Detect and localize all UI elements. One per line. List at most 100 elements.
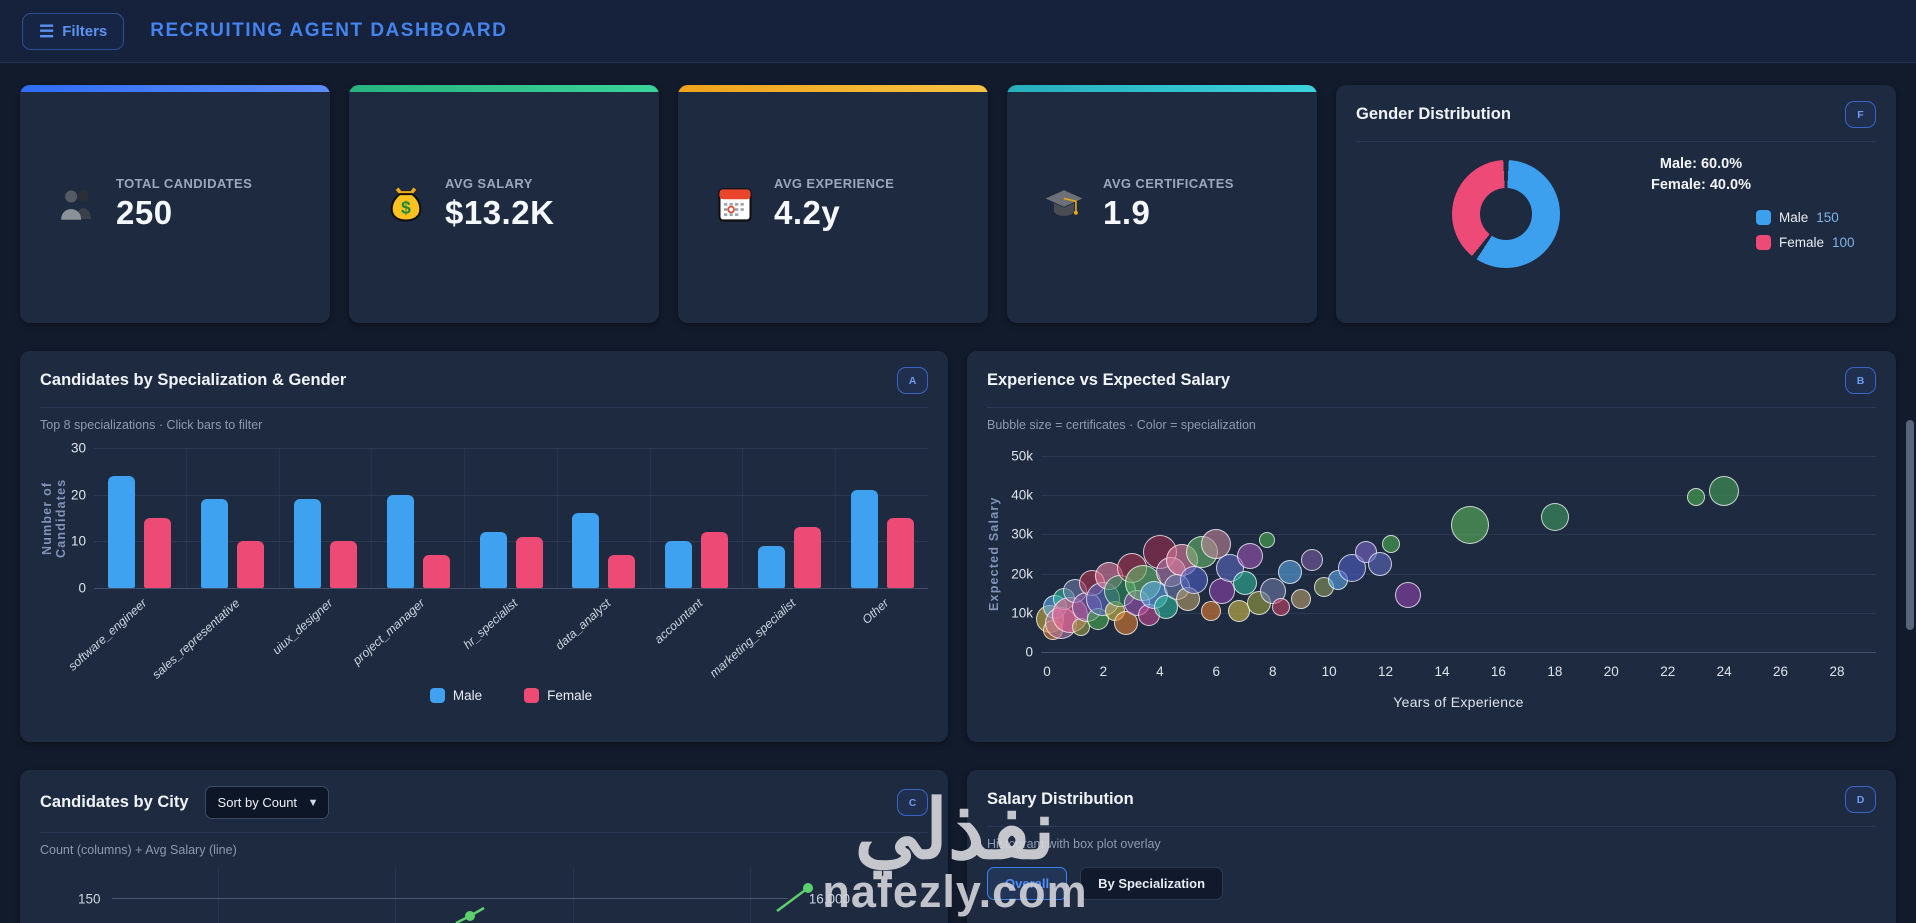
bar-x-label-cell: project_manager: [350, 588, 465, 686]
male-bar-software_engineer[interactable]: [108, 476, 136, 588]
salary-toggle-overall[interactable]: Overall: [987, 867, 1068, 900]
kpi-label: TOTAL CANDIDATES: [116, 176, 253, 191]
kpi-accent-bar: [20, 85, 330, 92]
legend-swatch: [429, 688, 445, 703]
scrollbar-thumb[interactable]: [1906, 420, 1914, 630]
salary-view-toggles: Overall By Specialization: [987, 867, 1876, 900]
female-bar-data_analyst[interactable]: [608, 555, 636, 588]
bar-legend-item-male[interactable]: Male: [429, 688, 482, 703]
bar-x-label: Other: [859, 596, 892, 627]
gender-legend: Male 150 Female 100: [1756, 210, 1855, 250]
gridline: [395, 867, 397, 923]
female-bar-accountant[interactable]: [701, 532, 729, 588]
gridline: [1041, 652, 1876, 653]
salary-card-badge[interactable]: D: [1845, 786, 1876, 813]
female-bar-hr_specialist[interactable]: [515, 536, 543, 588]
candidates-by-city-card: Candidates by City Sort by Count ▼ C Cou…: [20, 770, 948, 923]
gender-legend-item-female[interactable]: Female 100: [1756, 235, 1855, 250]
city-card-subtitle: Count (columns) + Avg Salary (line): [40, 843, 237, 857]
kpi-card-avg-certificates: AVG CERTIFICATES 1.9: [1007, 85, 1317, 323]
salary-toggle-by-specialization[interactable]: By Specialization: [1080, 867, 1224, 900]
city-chart-area: 150 16,000: [40, 867, 928, 923]
bar-x-label: software_engineer: [65, 596, 150, 674]
page-title: RECRUITING AGENT DASHBOARD: [150, 20, 508, 41]
spec-card-badge[interactable]: A: [897, 367, 928, 394]
bubble-point: [1709, 476, 1740, 507]
gender-legend-item-male[interactable]: Male 150: [1756, 210, 1855, 225]
bubble-x-tick: 24: [1716, 664, 1732, 679]
kpi-value: 250: [116, 194, 173, 231]
bubble-x-tick: 0: [1043, 664, 1051, 679]
sort-select[interactable]: Sort by Count: [204, 786, 329, 819]
exp-card-badge[interactable]: B: [1845, 367, 1876, 394]
legend-label: Female: [547, 688, 593, 703]
kpi-label: AVG CERTIFICATES: [1103, 176, 1234, 191]
bar-x-label: accountant: [652, 596, 706, 647]
experience-salary-card: Experience vs Expected Salary B Bubble s…: [967, 351, 1896, 742]
gridline: [94, 494, 928, 496]
filters-button[interactable]: ☰ Filters: [22, 12, 125, 50]
male-bar-project_manager[interactable]: [386, 494, 414, 588]
kpi-value: 4.2y: [774, 194, 841, 231]
legend-swatch: [1756, 210, 1771, 225]
gridline: [1041, 456, 1876, 457]
gridline-150: [112, 898, 788, 899]
bar-x-label: hr_specialist: [460, 596, 521, 652]
male-bar-sales_representative[interactable]: [201, 499, 229, 588]
gridline: [1041, 573, 1876, 575]
charts-row: Candidates by Specialization & Gender A …: [20, 351, 1896, 742]
kpi-cards: TOTAL CANDIDATES 250 $ AVG SALARY $13.2K…: [20, 85, 1317, 323]
bar-x-label-cell: hr_specialist: [461, 588, 558, 686]
legend-value: 150: [1816, 210, 1839, 225]
calendar-icon: [713, 182, 757, 226]
bubble-plot-area: [1035, 448, 1876, 660]
gender-card-badge[interactable]: F: [1845, 101, 1876, 128]
female-bar-software_engineer[interactable]: [144, 518, 172, 588]
bubble-point: [1179, 565, 1208, 594]
bubble-point: [1237, 543, 1264, 569]
bubble-point: [1395, 582, 1422, 609]
female-bar-sales_representative[interactable]: [237, 541, 265, 588]
female-bar-uiux_designer[interactable]: [329, 541, 357, 588]
bar-group-data_analyst: [556, 448, 650, 588]
male-bar-hr_specialist[interactable]: [479, 532, 507, 588]
graduation-cap-icon: [1042, 182, 1086, 226]
male-bar-uiux_designer[interactable]: [293, 499, 321, 588]
bubble-x-tick: 12: [1378, 664, 1394, 679]
bar-x-label-cell: Other: [835, 588, 928, 686]
bubble-x-tick: 8: [1268, 664, 1277, 679]
male-bar-data_analyst[interactable]: [572, 513, 600, 588]
male-bar-marketing_specialist[interactable]: [757, 546, 785, 588]
bar-group-sales_representative: [185, 448, 279, 588]
bar-x-label: data_analyst: [552, 596, 614, 653]
gridline: [217, 867, 219, 923]
donut-chart[interactable]: [1452, 160, 1560, 268]
male-bar-accountant[interactable]: [665, 541, 693, 588]
city-card-badge[interactable]: C: [897, 789, 928, 816]
bar-x-label-cell: accountant: [650, 588, 743, 686]
exp-card-title: Experience vs Expected Salary: [987, 371, 1231, 389]
bubble-point: [1272, 597, 1291, 616]
bubble-x-tick: 28: [1829, 664, 1845, 679]
female-bar-marketing_specialist[interactable]: [793, 527, 821, 588]
bubble-point: [1200, 600, 1221, 621]
bubble-x-tick: 10: [1321, 664, 1337, 679]
gridline: [94, 448, 928, 449]
bar-x-label: uiux_designer: [269, 596, 336, 658]
male-bar-Other[interactable]: [850, 490, 878, 588]
bubble-x-tick: 14: [1434, 664, 1450, 679]
kpi-row: TOTAL CANDIDATES 250 $ AVG SALARY $13.2K…: [20, 85, 1896, 323]
city-right-axis-tick: 16,000: [808, 891, 850, 907]
navbar: ☰ Filters RECRUITING AGENT DASHBOARD: [0, 0, 1916, 62]
exp-card-subtitle: Bubble size = certificates · Color = spe…: [987, 418, 1256, 432]
svg-text:$: $: [401, 198, 411, 218]
female-bar-project_manager[interactable]: [422, 555, 450, 588]
bar-legend-item-female[interactable]: Female: [524, 688, 592, 703]
bubble-point: [1686, 488, 1705, 507]
divider: [40, 832, 928, 833]
female-bar-Other[interactable]: [886, 518, 914, 588]
salary-card-subtitle: Histogram with box plot overlay: [987, 837, 1161, 851]
bar-group-Other: [835, 448, 928, 588]
bubble-point: [1208, 578, 1235, 605]
bubble-y-axis-title: Expected Salary: [987, 496, 1001, 612]
